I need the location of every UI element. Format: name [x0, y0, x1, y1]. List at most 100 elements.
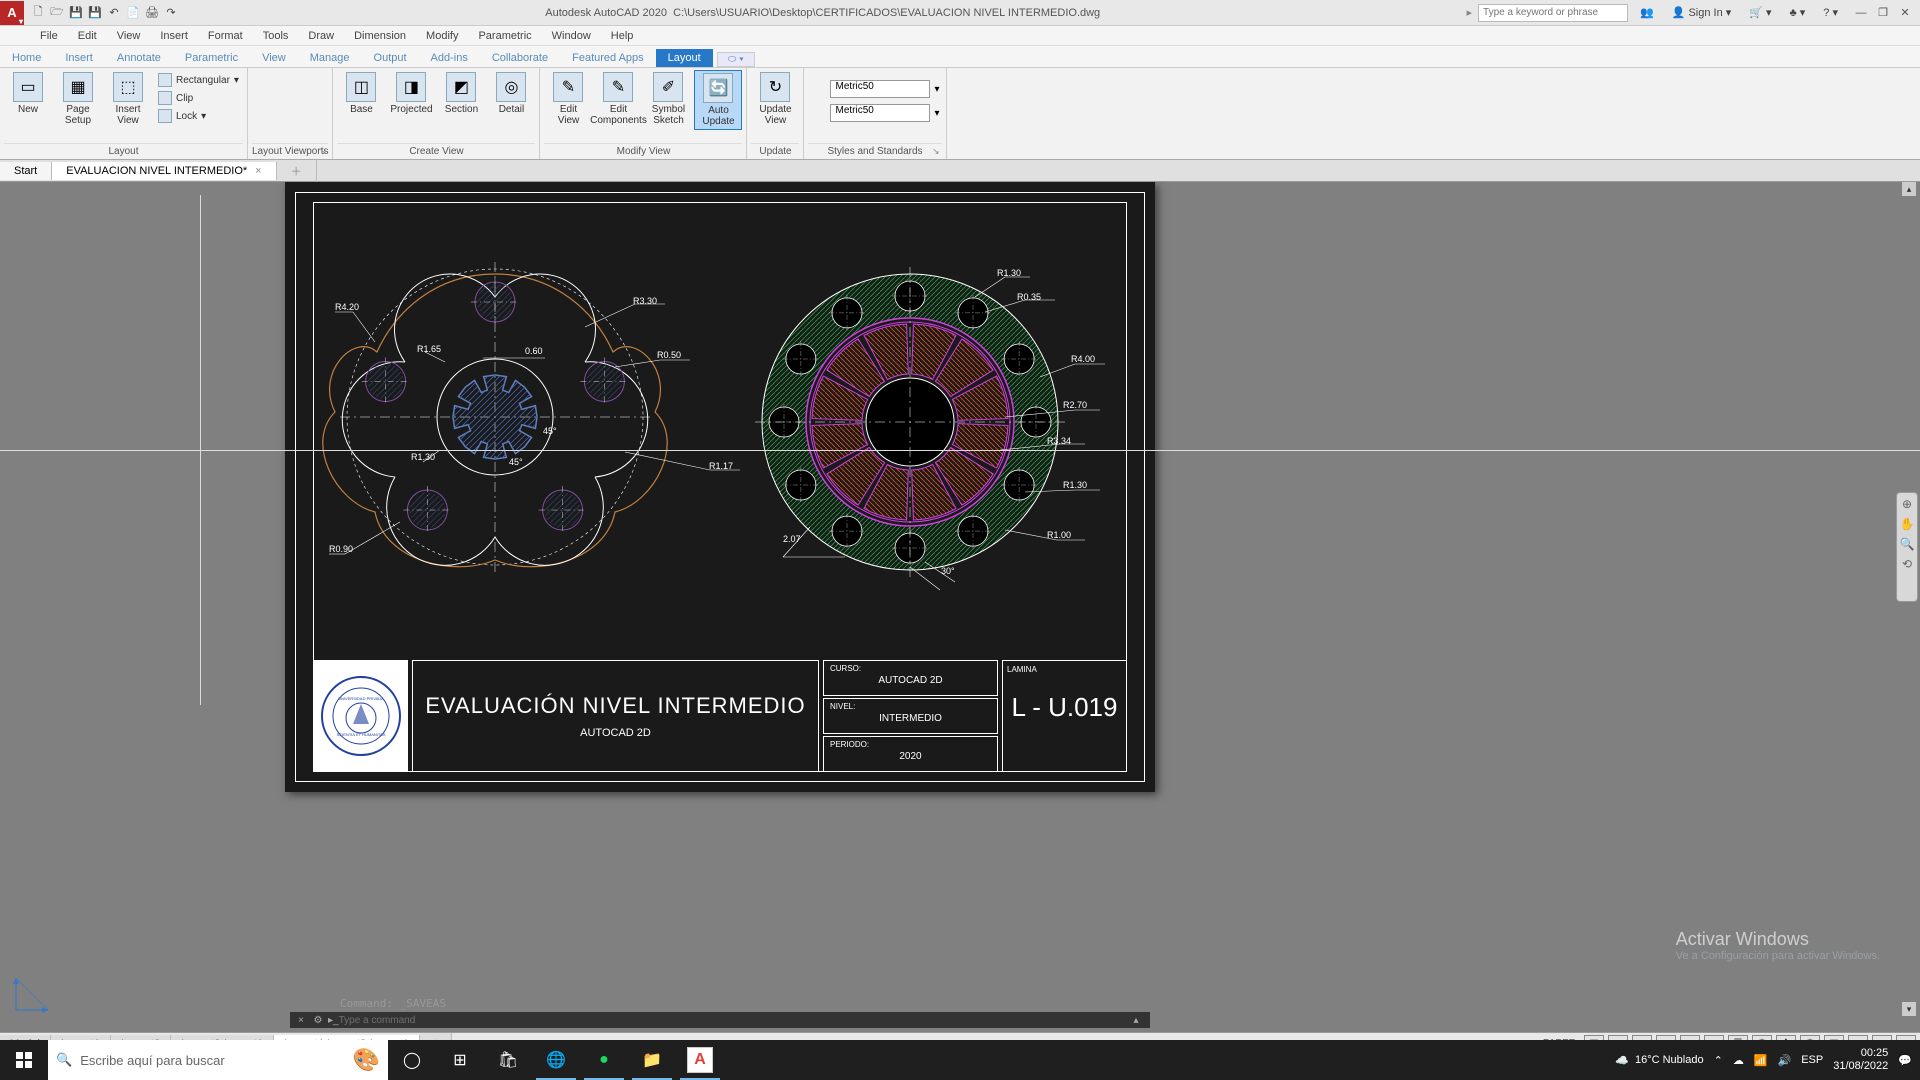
close-cmdline-icon[interactable]: × [294, 1013, 308, 1027]
command-line[interactable]: × ⚙ ▸_ Type a command ▴ [290, 1012, 1150, 1028]
drafting-standard-select[interactable]: Metric50▾ [810, 80, 939, 98]
close-button[interactable]: ✕ [1894, 4, 1916, 22]
help-icon[interactable]: ? ▾ [1817, 6, 1844, 19]
detail-view-button[interactable]: ◎Detail [487, 70, 535, 117]
menu-parametric[interactable]: Parametric [468, 26, 541, 45]
expand-icon[interactable]: ↘ [932, 146, 940, 157]
menu-tools[interactable]: Tools [253, 26, 299, 45]
window-controls: — ❐ ✕ [1850, 4, 1916, 22]
stay-connected-icon[interactable]: ♣ ▾ [1784, 6, 1812, 19]
cmdline-options-icon[interactable]: ⚙ [311, 1013, 325, 1027]
menu-format[interactable]: Format [198, 26, 253, 45]
qat-button[interactable]: 🗁 [49, 5, 65, 21]
scroll-down-button[interactable]: ▾ [1902, 1002, 1916, 1016]
taskbar-app[interactable]: 🌐 [532, 1040, 580, 1080]
start-button[interactable] [0, 1040, 48, 1080]
base-view-button[interactable]: ◫Base [337, 70, 385, 117]
new-layout-button[interactable]: ▭New [4, 70, 52, 117]
lock-viewport-button[interactable]: Lock ▾ [156, 108, 241, 124]
notifications-icon[interactable]: 💬 [1898, 1054, 1912, 1067]
menu-file[interactable]: File [30, 26, 68, 45]
edit-view-button[interactable]: ✎EditView [544, 70, 592, 128]
tb-nivel: NIVEL:INTERMEDIO [823, 698, 998, 734]
auto-update-button[interactable]: 🔄AutoUpdate [694, 70, 742, 130]
qat-button[interactable]: 🖨 [144, 5, 160, 21]
new-doc-button[interactable]: ＋ [277, 160, 317, 182]
qat-button[interactable]: 💾 [68, 5, 84, 21]
tray-overflow-icon[interactable]: ⌃ [1714, 1054, 1723, 1067]
qat-button[interactable]: ↶ [106, 5, 122, 21]
language-indicator[interactable]: ESP [1801, 1054, 1823, 1066]
doc-tab-evaluacion[interactable]: EVALUACION NIVEL INTERMEDIO*× [52, 162, 276, 180]
menu-draw[interactable]: Draw [298, 26, 344, 45]
restore-button[interactable]: ❐ [1872, 4, 1894, 22]
qat-button[interactable]: ↷ [163, 5, 179, 21]
drawing-canvas[interactable]: R4.20R1.650.60R3.30R0.50R1.1745°45°R1.30… [0, 182, 1920, 1032]
menu-help[interactable]: Help [601, 26, 644, 45]
section-style-select[interactable]: Metric50▾ [810, 104, 939, 122]
ribbon-tab-insert[interactable]: Insert [53, 49, 105, 67]
update-view-button[interactable]: ↻UpdateView [751, 70, 799, 128]
edit-components-button[interactable]: ✎EditComponents [594, 70, 642, 128]
navbar-orbit-icon[interactable]: ⟲ [1902, 557, 1912, 571]
weather-widget[interactable]: ☁️ 16°C Nublado [1615, 1054, 1703, 1067]
onedrive-icon[interactable]: ☁ [1733, 1054, 1744, 1067]
doc-tab-start[interactable]: Start [0, 162, 52, 180]
group-title: Layout [4, 143, 243, 159]
ribbon-tab-output[interactable]: Output [362, 49, 419, 67]
ribbon-tab-annotate[interactable]: Annotate [105, 49, 173, 67]
navigation-bar[interactable]: ⊕ ✋ 🔍 ⟲ [1896, 492, 1918, 602]
page-setup-button[interactable]: ▦PageSetup [54, 70, 102, 128]
menu-modify[interactable]: Modify [416, 26, 468, 45]
rectangular-viewport-button[interactable]: Rectangular ▾ [156, 72, 241, 88]
qat-button[interactable]: 🗋 [30, 5, 46, 21]
taskbar-app[interactable]: 🛍 [484, 1040, 532, 1080]
clock[interactable]: 00:2531/08/2022 [1833, 1047, 1888, 1073]
taskbar-app[interactable]: ⊞ [436, 1040, 484, 1080]
menu-edit[interactable]: Edit [68, 26, 107, 45]
clip-viewport-button[interactable]: Clip [156, 90, 241, 106]
projected-view-button[interactable]: ◨Projected [387, 70, 435, 117]
menu-view[interactable]: View [107, 26, 151, 45]
close-icon[interactable]: × [255, 165, 261, 177]
expand-icon[interactable]: ↘ [319, 146, 327, 157]
navbar-pan-icon[interactable]: ✋ [1900, 517, 1915, 531]
menu-window[interactable]: Window [542, 26, 601, 45]
exchange-apps-icon[interactable]: 🛒 ▾ [1743, 6, 1777, 19]
qat-button[interactable]: 💾 [87, 5, 103, 21]
ribbon-tab-manage[interactable]: Manage [298, 49, 362, 67]
menu-dimension[interactable]: Dimension [344, 26, 416, 45]
infocenter-icon[interactable]: 👥 [1634, 6, 1660, 19]
network-icon[interactable]: 📶 [1754, 1054, 1768, 1067]
app-menu-button[interactable]: A [0, 1, 24, 25]
ribbon-tab-options[interactable]: ⬭ ▾ [717, 52, 755, 67]
ribbon-tab-add-ins[interactable]: Add-ins [419, 49, 480, 67]
minimize-button[interactable]: — [1850, 4, 1872, 22]
ribbon-group-layout: ▭New ▦PageSetup ⬚Insert View Rectangular… [0, 68, 248, 159]
taskbar-app[interactable]: 📁 [628, 1040, 676, 1080]
taskbar-search[interactable]: 🔍 Escribe aquí para buscar 🎨 [48, 1040, 388, 1080]
ribbon-tab-collaborate[interactable]: Collaborate [480, 49, 560, 67]
taskbar-app[interactable]: ● [580, 1040, 628, 1080]
scroll-up-button[interactable]: ▴ [1902, 182, 1916, 196]
info-arrow-icon[interactable]: ▸ [1467, 6, 1473, 19]
taskbar-app[interactable]: ◯ [388, 1040, 436, 1080]
taskbar-app[interactable]: A [676, 1040, 724, 1080]
volume-icon[interactable]: 🔊 [1778, 1054, 1792, 1067]
navbar-zoom-icon[interactable]: 🔍 [1900, 537, 1915, 551]
ribbon-tab-parametric[interactable]: Parametric [173, 49, 250, 67]
cmdline-up-icon[interactable]: ▴ [1129, 1013, 1143, 1027]
qat-button[interactable]: 📄 [125, 5, 141, 21]
ribbon-tab-layout[interactable]: Layout [656, 49, 713, 67]
symbol-sketch-button[interactable]: ✐SymbolSketch [644, 70, 692, 128]
sign-in-button[interactable]: 👤 Sign In ▾ [1666, 6, 1737, 19]
ribbon-tab-view[interactable]: View [250, 49, 298, 67]
ribbon-tab-featured-apps[interactable]: Featured Apps [560, 49, 656, 67]
search-input[interactable] [1478, 4, 1628, 22]
svg-text:R3.30: R3.30 [633, 296, 657, 306]
ribbon-tab-home[interactable]: Home [0, 49, 53, 67]
insert-view-button[interactable]: ⬚Insert View [104, 70, 152, 128]
navbar-full-icon[interactable]: ⊕ [1902, 497, 1912, 511]
menu-insert[interactable]: Insert [150, 26, 198, 45]
section-view-button[interactable]: ◩Section [437, 70, 485, 117]
